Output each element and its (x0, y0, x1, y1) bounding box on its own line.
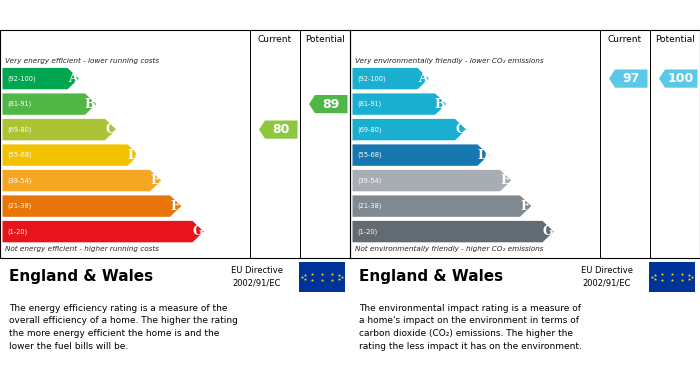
Text: Not energy efficient - higher running costs: Not energy efficient - higher running co… (5, 246, 159, 251)
Text: (55-68): (55-68) (8, 152, 32, 158)
Text: Very energy efficient - lower running costs: Very energy efficient - lower running co… (5, 57, 159, 64)
Text: F: F (521, 199, 529, 213)
Polygon shape (609, 70, 648, 88)
Text: (21-38): (21-38) (358, 203, 382, 209)
Text: Potential: Potential (655, 34, 695, 43)
Text: (55-68): (55-68) (358, 152, 382, 158)
Text: F: F (171, 199, 179, 213)
Text: The environmental impact rating is a measure of
a home's impact on the environme: The environmental impact rating is a mea… (358, 303, 582, 351)
Text: 97: 97 (622, 72, 640, 85)
Polygon shape (259, 120, 298, 139)
Polygon shape (353, 93, 447, 115)
Text: EU Directive
2002/91/EC: EU Directive 2002/91/EC (231, 266, 283, 288)
Text: Energy Efficiency Rating: Energy Efficiency Rating (8, 9, 192, 22)
Text: Not environmentally friendly - higher CO₂ emissions: Not environmentally friendly - higher CO… (355, 246, 543, 251)
Text: 80: 80 (272, 123, 290, 136)
Text: (69-80): (69-80) (358, 126, 382, 133)
Text: (1-20): (1-20) (358, 228, 378, 235)
Text: C: C (455, 123, 465, 136)
Text: C: C (105, 123, 115, 136)
Polygon shape (3, 144, 139, 166)
Polygon shape (3, 93, 97, 115)
Polygon shape (3, 196, 181, 217)
Text: Current: Current (608, 34, 642, 43)
Polygon shape (353, 119, 466, 140)
Text: E: E (500, 174, 510, 187)
Polygon shape (353, 221, 554, 242)
Text: Current: Current (258, 34, 292, 43)
Text: D: D (477, 149, 488, 161)
Polygon shape (353, 196, 531, 217)
Polygon shape (3, 68, 78, 89)
Text: The energy efficiency rating is a measure of the
overall efficiency of a home. T: The energy efficiency rating is a measur… (8, 303, 237, 351)
Text: 89: 89 (323, 98, 339, 111)
Polygon shape (659, 70, 697, 88)
Text: (81-91): (81-91) (358, 101, 382, 108)
Text: EU Directive
2002/91/EC: EU Directive 2002/91/EC (581, 266, 633, 288)
Text: (92-100): (92-100) (358, 75, 386, 82)
Text: Very environmentally friendly - lower CO₂ emissions: Very environmentally friendly - lower CO… (355, 57, 544, 64)
Polygon shape (353, 68, 428, 89)
Polygon shape (3, 170, 161, 191)
Text: England & Wales: England & Wales (8, 269, 153, 285)
Polygon shape (309, 95, 347, 113)
Polygon shape (3, 221, 204, 242)
Text: (1-20): (1-20) (8, 228, 28, 235)
FancyBboxPatch shape (650, 262, 694, 292)
Text: (39-54): (39-54) (358, 178, 382, 184)
Polygon shape (353, 144, 489, 166)
Text: (21-38): (21-38) (8, 203, 32, 209)
Text: E: E (150, 174, 160, 187)
Text: (92-100): (92-100) (8, 75, 36, 82)
Text: Potential: Potential (305, 34, 345, 43)
FancyBboxPatch shape (300, 262, 344, 292)
Text: (39-54): (39-54) (8, 178, 32, 184)
Text: A: A (418, 72, 428, 85)
Text: 100: 100 (668, 72, 694, 85)
Text: B: B (85, 98, 95, 111)
Text: G: G (542, 225, 553, 238)
Text: G: G (193, 225, 203, 238)
Text: Environmental Impact (CO₂) Rating: Environmental Impact (CO₂) Rating (358, 9, 621, 22)
Text: D: D (127, 149, 138, 161)
Text: (69-80): (69-80) (8, 126, 32, 133)
Polygon shape (3, 119, 116, 140)
Text: England & Wales: England & Wales (358, 269, 503, 285)
Text: A: A (68, 72, 78, 85)
Polygon shape (353, 170, 511, 191)
Text: (81-91): (81-91) (8, 101, 32, 108)
Text: B: B (435, 98, 445, 111)
